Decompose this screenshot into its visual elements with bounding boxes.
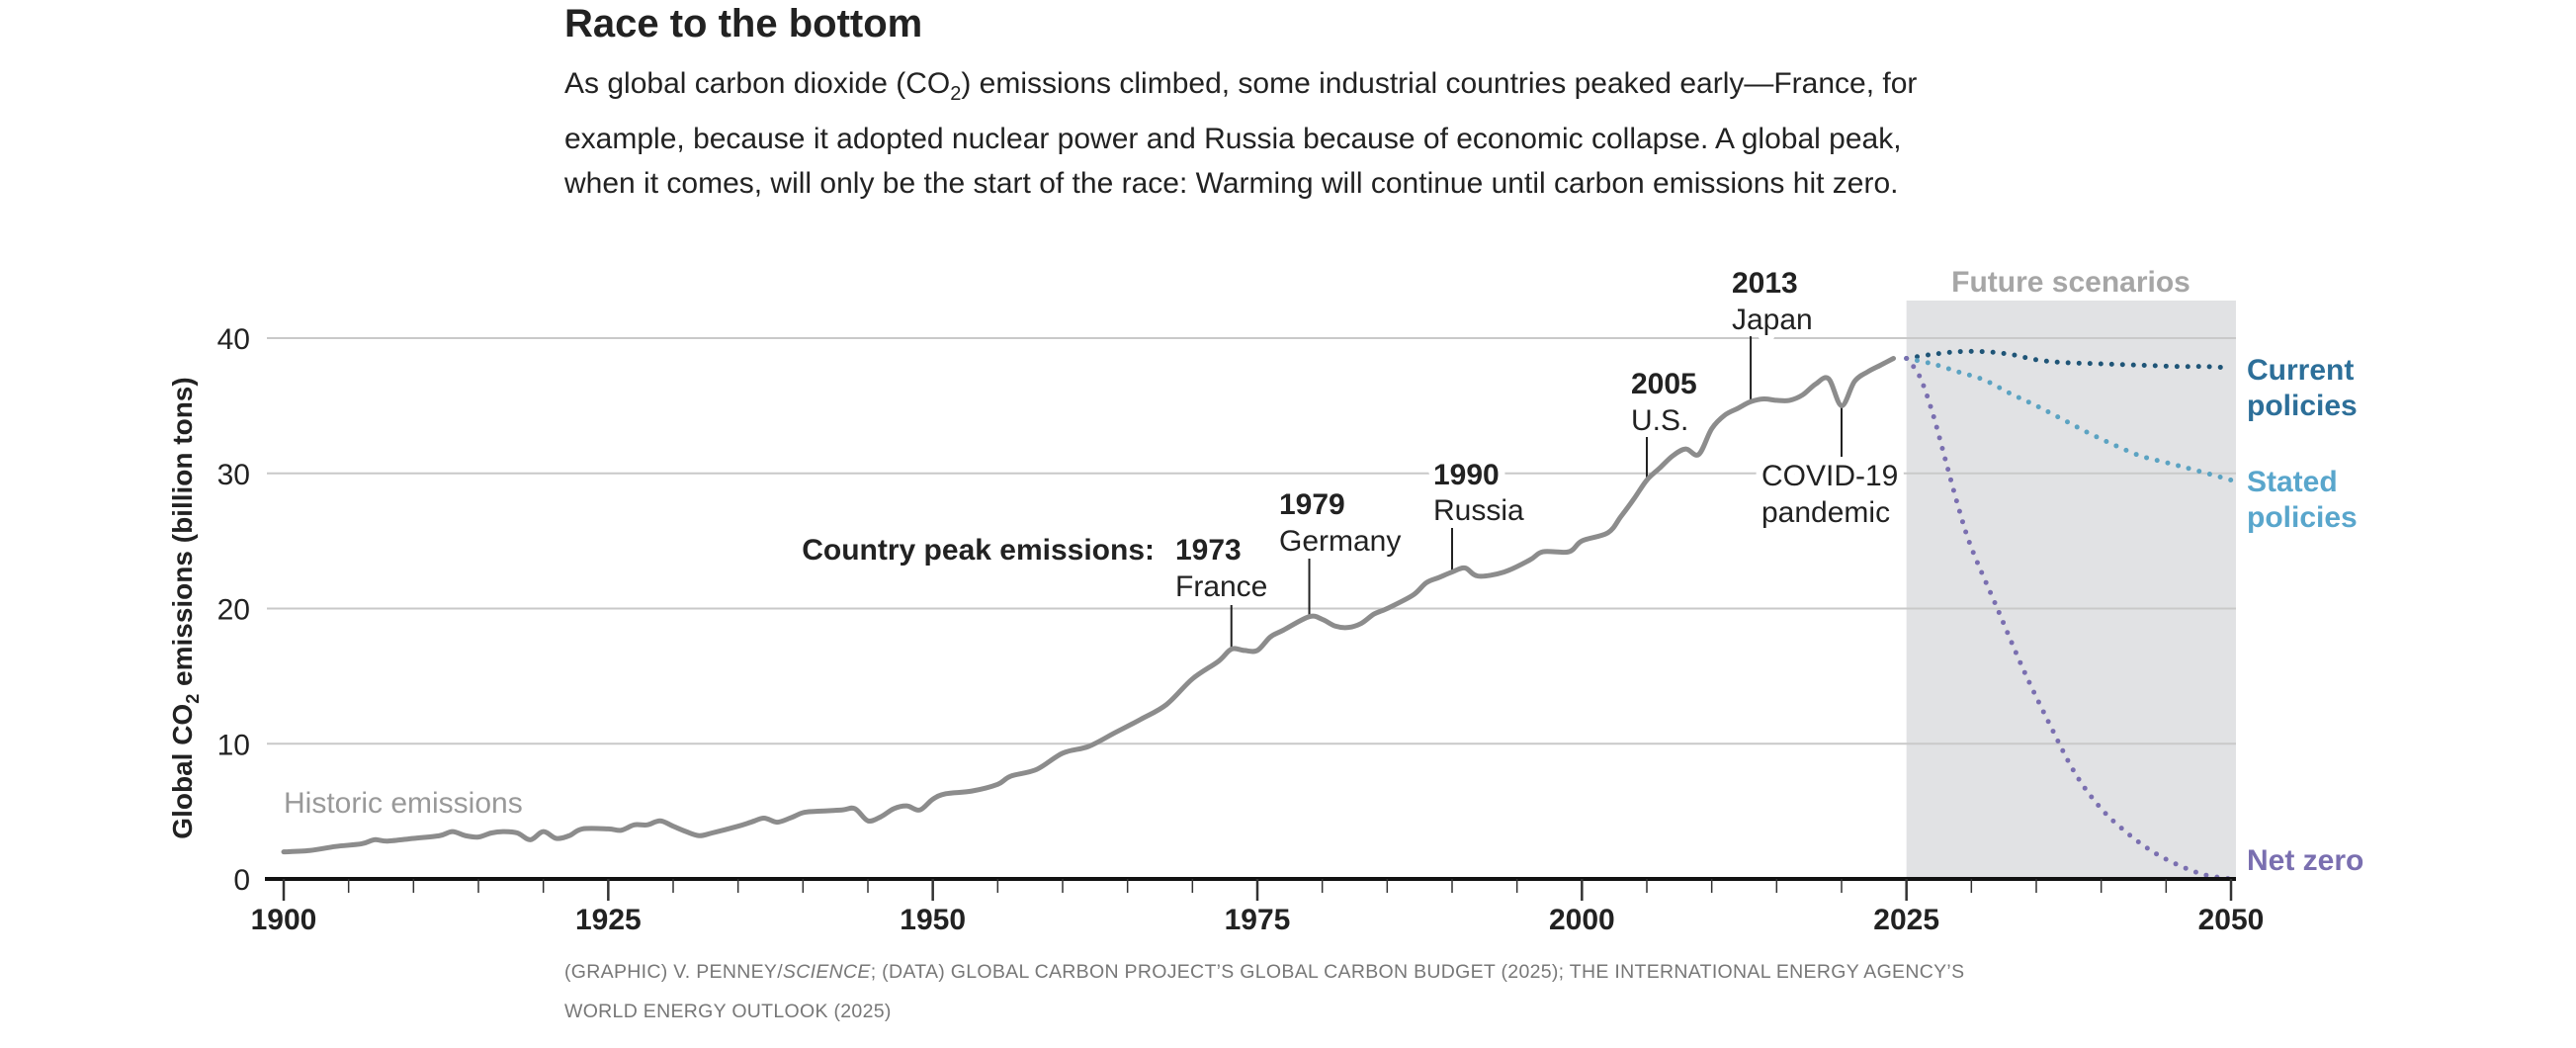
future-scenarios-label: Future scenarios [1951,266,2190,299]
covid-label-line1: COVID-19 [1761,460,1898,492]
y-axis-title: Global CO2 emissions (billion tons) [167,377,203,838]
peak-year-2005: 2005 [1631,368,1697,400]
chart-description: As global carbon dioxide (CO2) emissions… [564,61,1968,206]
chart-title: Race to the bottom [564,2,923,45]
series-lines [281,348,2234,882]
source-credit: (GRAPHIC) V. PENNEY/SCIENCE; (DATA) GLOB… [564,952,2008,1031]
axes: 0 10 20 30 40 1900 1925 1950 1975 2000 2025 2050 [217,323,2265,936]
y-axis-title-subscript: 2 [183,694,203,704]
x-tick-label: 1925 [575,904,642,936]
series-current-policies [1904,348,2234,371]
y-tick-label: 10 [217,729,250,761]
peak-year-2013: 2013 [1732,267,1798,300]
stated-policies-label: Stated [2247,466,2338,498]
peak-year-1979: 1979 [1279,488,1345,521]
y-tick-label: 0 [233,864,250,897]
x-tick-label: 2025 [1873,904,1939,936]
series-stated-policies [1904,356,2234,483]
stated-policies-label-2: policies [2247,501,2358,534]
description-subscript: 2 [950,83,962,105]
x-tick-label: 1900 [251,904,317,936]
peak-country-russia: Russia [1433,494,1524,527]
y-axis-title-text: Global CO [167,704,198,839]
x-tick-label: 2050 [2198,904,2265,936]
gridlines [267,337,2236,745]
future-scenarios-shade [1906,301,2236,879]
y-tick-label: 20 [217,594,250,627]
series-historic-emissions [281,356,1897,855]
series-net-zero [1904,356,2234,882]
peak-country-germany: Germany [1279,525,1401,558]
source-publication: SCIENCE [782,961,871,983]
annotation-leader-lines [1230,336,1843,648]
x-tick-label: 1975 [1225,904,1291,936]
description-text-continued: ) emissions climbed, some industrial cou… [564,67,1918,200]
country-peak-label: Country peak emissions: [802,534,1155,567]
net-zero-label: Net zero [2247,844,2363,877]
peak-country-us: U.S. [1631,404,1688,437]
y-axis-title-text-continued: emissions (billion tons) [167,377,198,693]
x-tick-label: 2000 [1549,904,1615,936]
source-text: (GRAPHIC) V. PENNEY/ [564,961,783,983]
covid-label-line2: pandemic [1761,496,1890,529]
y-tick-label: 40 [217,323,250,356]
peak-year-1990: 1990 [1433,459,1500,491]
current-policies-label-2: policies [2247,390,2358,422]
historic-emissions-label: Historic emissions [284,787,523,820]
peak-country-japan: Japan [1732,304,1813,336]
current-policies-label: Current [2247,354,2354,387]
description-text: As global carbon dioxide (CO [564,67,951,100]
x-tick-label: 1950 [900,904,966,936]
y-tick-label: 30 [217,459,250,491]
source-text-continued: ; (DATA) GLOBAL CARBON PROJECT’S GLOBAL … [564,961,1965,1022]
peak-year-1973: 1973 [1175,534,1242,567]
peak-country-france: France [1175,570,1267,603]
